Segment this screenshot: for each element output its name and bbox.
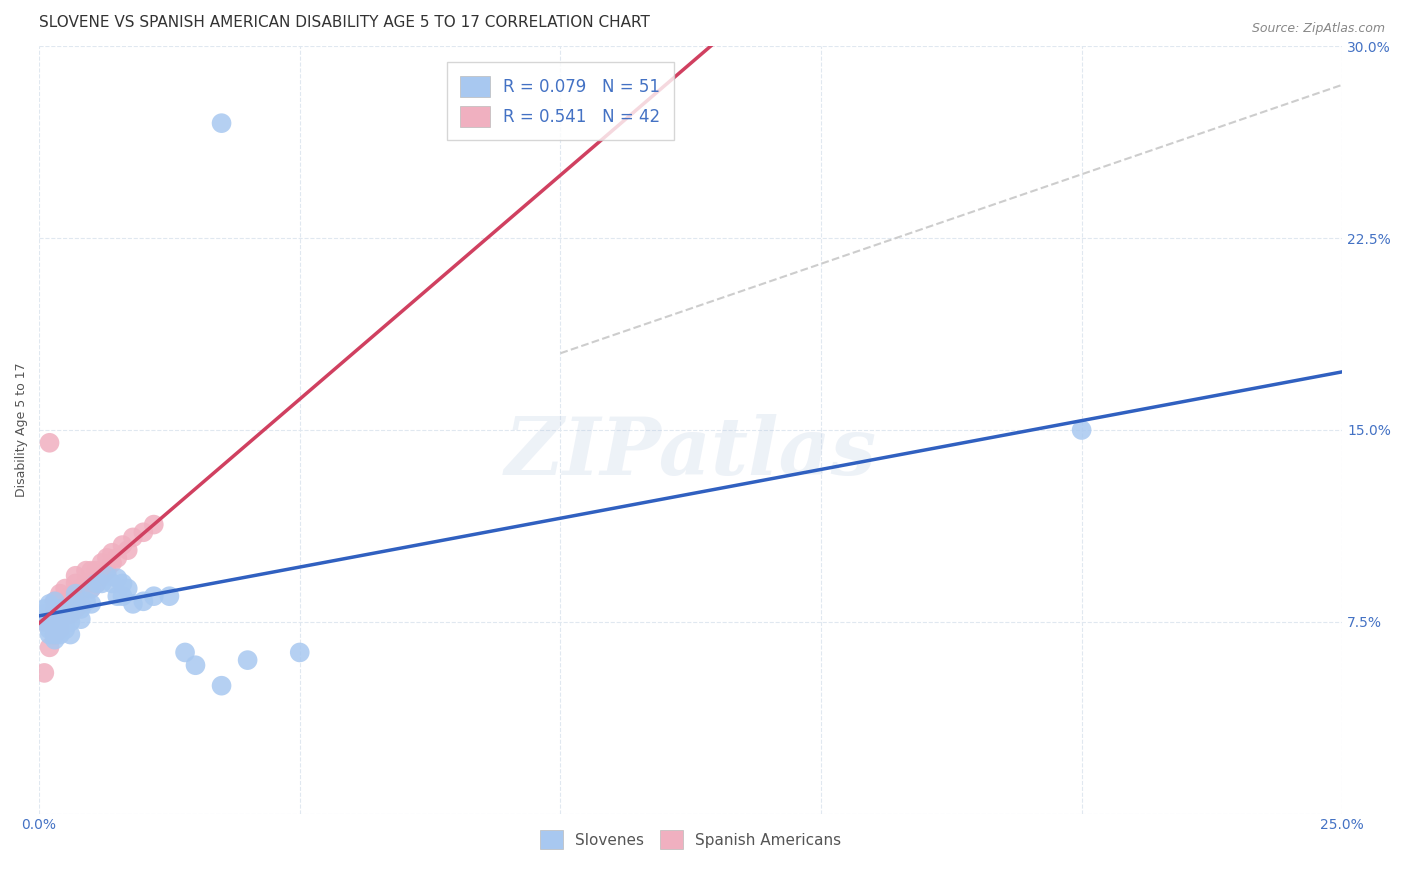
Point	[49, 620, 72, 634]
Point	[53, 615, 76, 629]
Point	[211, 679, 233, 693]
Point	[86, 576, 108, 591]
Point	[86, 564, 108, 578]
Point	[159, 589, 181, 603]
Point	[44, 627, 66, 641]
Point	[69, 612, 91, 626]
Point	[34, 615, 56, 629]
Point	[38, 435, 60, 450]
Point	[132, 525, 155, 540]
Point	[101, 546, 124, 560]
Point	[53, 597, 76, 611]
Point	[1070, 423, 1092, 437]
Point	[132, 594, 155, 608]
Point	[96, 564, 118, 578]
Point	[105, 550, 128, 565]
Point	[69, 597, 91, 611]
Point	[44, 594, 66, 608]
Point	[111, 576, 134, 591]
Point	[111, 589, 134, 603]
Point	[59, 589, 82, 603]
Point	[69, 602, 91, 616]
Text: SLOVENE VS SPANISH AMERICAN DISABILITY AGE 5 TO 17 CORRELATION CHART: SLOVENE VS SPANISH AMERICAN DISABILITY A…	[39, 15, 650, 30]
Text: ZIPatlas: ZIPatlas	[505, 414, 877, 491]
Point	[59, 607, 82, 621]
Point	[122, 530, 145, 544]
Point	[44, 632, 66, 647]
Point	[49, 602, 72, 616]
Point	[69, 582, 91, 596]
Point	[44, 627, 66, 641]
Point	[38, 623, 60, 637]
Point	[59, 627, 82, 641]
Point	[38, 627, 60, 641]
Point	[86, 576, 108, 591]
Point	[44, 602, 66, 616]
Point	[34, 665, 56, 680]
Point	[65, 587, 87, 601]
Point	[53, 602, 76, 616]
Point	[65, 597, 87, 611]
Point	[38, 607, 60, 621]
Point	[49, 615, 72, 629]
Point	[34, 602, 56, 616]
Point	[75, 564, 97, 578]
Point	[80, 597, 103, 611]
Point	[44, 615, 66, 629]
Point	[122, 597, 145, 611]
Point	[38, 615, 60, 629]
Point	[117, 582, 139, 596]
Point	[80, 582, 103, 596]
Point	[65, 602, 87, 616]
Point	[34, 607, 56, 621]
Point	[38, 597, 60, 611]
Point	[53, 582, 76, 596]
Point	[90, 556, 112, 570]
Point	[65, 568, 87, 582]
Point	[101, 556, 124, 570]
Point	[34, 615, 56, 629]
Point	[53, 602, 76, 616]
Point	[44, 607, 66, 621]
Point	[90, 576, 112, 591]
Point	[38, 615, 60, 629]
Point	[90, 568, 112, 582]
Point	[49, 612, 72, 626]
Point	[49, 623, 72, 637]
Point	[80, 564, 103, 578]
Point	[142, 589, 165, 603]
Point	[75, 594, 97, 608]
Point	[44, 615, 66, 629]
Point	[80, 582, 103, 596]
Legend: R = 0.079   N = 51, R = 0.541   N = 42: R = 0.079 N = 51, R = 0.541 N = 42	[447, 62, 673, 140]
Point	[184, 658, 207, 673]
Point	[49, 597, 72, 611]
Point	[211, 116, 233, 130]
Point	[288, 645, 311, 659]
Point	[38, 640, 60, 655]
Point	[105, 589, 128, 603]
Point	[65, 589, 87, 603]
Point	[44, 623, 66, 637]
Point	[49, 627, 72, 641]
Text: Source: ZipAtlas.com: Source: ZipAtlas.com	[1251, 22, 1385, 36]
Point	[174, 645, 197, 659]
Point	[44, 594, 66, 608]
Point	[105, 571, 128, 585]
Point	[142, 517, 165, 532]
Point	[117, 543, 139, 558]
Point	[96, 568, 118, 582]
Point	[101, 576, 124, 591]
Point	[96, 550, 118, 565]
Point	[236, 653, 259, 667]
Point	[44, 602, 66, 616]
Point	[75, 576, 97, 591]
Point	[53, 623, 76, 637]
Point	[59, 615, 82, 629]
Point	[65, 576, 87, 591]
Point	[49, 587, 72, 601]
Y-axis label: Disability Age 5 to 17: Disability Age 5 to 17	[15, 363, 28, 498]
Point	[111, 538, 134, 552]
